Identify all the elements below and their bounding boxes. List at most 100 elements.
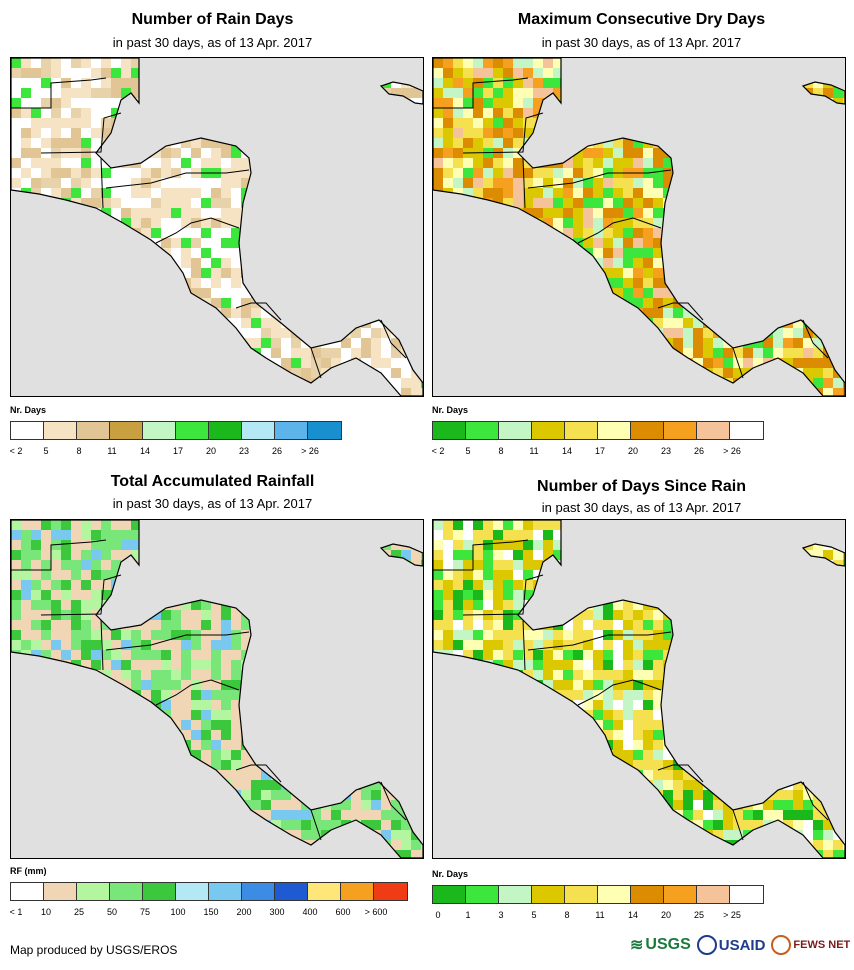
country-border [577,679,662,706]
map-dry-days[interactable] [432,57,846,397]
coastline [433,58,845,396]
legend-swatch [433,422,466,439]
panel-subtitle: in past 30 days, as of 13 Apr. 2017 [112,496,313,511]
legend-swatch [532,422,565,439]
legend-title: RF (mm) [10,866,47,876]
legend-swatch [341,883,374,900]
legend-swatch [275,422,308,439]
legend-label: 20 [627,446,639,456]
usaid-logo: USAID [696,935,766,955]
panel-subtitle: in past 30 days, as of 13 Apr. 2017 [541,500,742,515]
map-svg [11,520,423,858]
country-border [105,631,250,651]
panel-title: Maximum Consecutive Dry Days [517,11,766,28]
legend-label: > 26 [723,446,741,456]
legend-swatch [44,883,77,900]
country-border [527,169,672,189]
legend-label: 8 [76,446,82,456]
legend-label: 5 [43,446,49,456]
legend-label: 20 [205,446,217,456]
legend-label: 600 [335,907,351,917]
country-border [527,631,672,651]
legend-label: 8 [498,446,504,456]
country-border [802,781,829,821]
panel-title: Number of Days Since Rain [537,478,746,495]
panel-subtitle: in past 30 days, as of 13 Apr. 2017 [112,35,313,50]
usgs-logo-text: USGS [645,936,691,953]
legend-label: 300 [269,907,285,917]
legend-swatch [631,422,664,439]
coastline [379,543,423,567]
country-border [462,112,544,154]
legend-swatch [664,422,697,439]
country-border [380,319,407,359]
legend-swatch [209,422,242,439]
country-border [657,764,704,783]
country-border [310,809,322,841]
legend-swatch [631,886,664,903]
legend-label: 75 [139,907,151,917]
legend-label: 3 [498,910,504,920]
country-border [40,112,122,154]
legend-swatch [565,422,598,439]
legend-label: 400 [302,907,318,917]
country-border [732,347,744,379]
fews-net-logo: FEWS NET [771,935,850,955]
legend-swatch [697,422,730,439]
legend-label: 150 [203,907,219,917]
legend-label: 5 [465,446,471,456]
legend-swatch [110,883,143,900]
map-rainfall[interactable] [10,519,424,859]
legend-swatch [308,883,341,900]
panel-title: Total Accumulated Rainfall [110,473,315,490]
legend-label: 11 [595,910,605,920]
legend-label: 17 [594,446,606,456]
country-border [100,619,104,671]
legend-label: 20 [660,910,672,920]
legend-label: 11 [529,446,539,456]
legend-swatch [433,886,466,903]
legend-label: 100 [170,907,186,917]
legend-label: < 2 [431,446,445,456]
legend-swatch [176,883,209,900]
legend-swatch [11,883,44,900]
country-border [310,347,322,379]
legend-label: > 600 [364,907,388,917]
country-border [433,77,529,109]
map-days-since-rain[interactable] [432,519,846,859]
panel-rainfall: Total Accumulated Rainfall in past 30 da… [0,465,425,935]
country-border [105,169,250,189]
country-border [155,679,240,706]
country-border [577,217,662,244]
legend-label: 5 [531,910,537,920]
legend-swatch [664,886,697,903]
legend-swatch [143,422,176,439]
legend-label: 25 [73,907,85,917]
legend-swatch [374,883,407,900]
legend-swatch [44,422,77,439]
country-border [522,619,526,671]
country-border [433,539,529,571]
country-border [235,764,282,783]
coastline [801,81,845,105]
country-border [100,157,104,209]
legend-swatch [730,422,763,439]
legend-swatch [176,422,209,439]
country-border [462,574,544,616]
legend-swatch [499,422,532,439]
logo-strip: ≋ USGS USAID FEWS NET [630,930,850,960]
legend-swatch [242,422,275,439]
legend-swatch [275,883,308,900]
legend-swatch [143,883,176,900]
panel-dry-days: Maximum Consecutive Dry Days in past 30 … [429,0,854,470]
country-border [802,319,829,359]
country-border [40,574,122,616]
legend-label: 200 [236,907,252,917]
country-border [522,157,526,209]
coastline [11,58,423,396]
legend-swatch [499,886,532,903]
legend-swatch [77,883,110,900]
usaid-logo-text: USAID [718,936,766,954]
country-border [11,539,107,571]
map-rain-days[interactable] [10,57,424,397]
